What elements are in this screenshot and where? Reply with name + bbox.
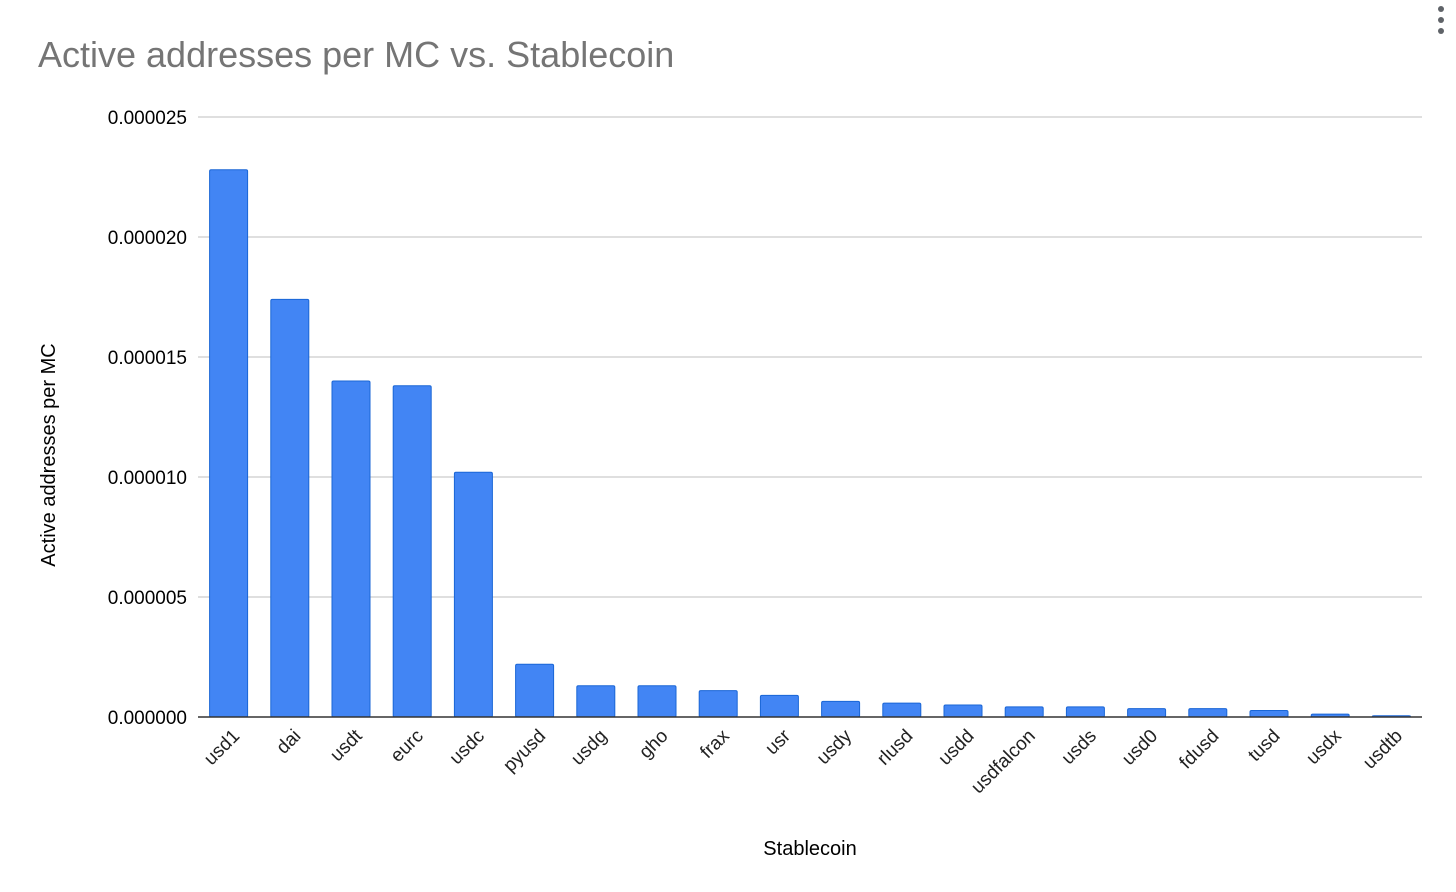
y-tick-label: 0.000015	[108, 348, 187, 369]
x-tick-label: usdx	[1303, 725, 1347, 769]
bar-gho[interactable]	[637, 685, 677, 718]
bar-fdusd[interactable]	[1188, 708, 1228, 718]
x-tick-label: usdg	[567, 726, 611, 770]
bar-usdg[interactable]	[576, 685, 616, 718]
chart-title: Active addresses per MC vs. Stablecoin	[38, 34, 674, 75]
x-axis-title: Stablecoin	[763, 838, 856, 860]
bar-usdc[interactable]	[453, 471, 493, 718]
bar-dai[interactable]	[270, 298, 310, 718]
bar-usdfalcon[interactable]	[1004, 706, 1044, 718]
x-tick-label: usd0	[1118, 726, 1162, 770]
x-tick-label: usdfalcon	[967, 726, 1039, 798]
bar-pyusd[interactable]	[515, 663, 555, 718]
bar-tusd[interactable]	[1249, 710, 1289, 718]
x-tick-label: usr	[761, 725, 795, 759]
more-vert-icon[interactable]	[1428, 2, 1452, 42]
x-tick-label: usdy	[813, 725, 857, 769]
bar-usdy[interactable]	[821, 700, 861, 718]
x-tick-label: usds	[1058, 726, 1101, 769]
gridlines	[198, 116, 1422, 598]
bar-usd1[interactable]	[209, 169, 249, 718]
bar-usdt[interactable]	[331, 380, 371, 718]
bar-usds[interactable]	[1065, 706, 1105, 718]
x-axis-ticks: usd1 dai usdt eurc usdc pyusd usdg gho frax usr us…	[200, 725, 1407, 798]
x-tick-label: usdt	[326, 725, 367, 766]
x-tick-label: dai	[273, 726, 306, 759]
x-tick-label: gho	[635, 726, 672, 763]
y-tick-label: 0.000005	[108, 588, 187, 609]
y-tick-label: 0.000010	[108, 468, 187, 489]
bar-usdd[interactable]	[943, 704, 983, 718]
bar-usr[interactable]	[759, 694, 799, 718]
x-tick-label: rlusd	[873, 726, 917, 770]
bar-rlusd[interactable]	[882, 702, 922, 718]
bar-usd0[interactable]	[1127, 708, 1167, 718]
y-tick-label: 0.000000	[108, 708, 187, 729]
x-tick-label: usdc	[446, 726, 489, 769]
x-tick-label: usdd	[935, 726, 979, 770]
x-tick-label: tusd	[1244, 726, 1284, 766]
bar-frax[interactable]	[698, 690, 738, 718]
bars[interactable]	[209, 169, 1411, 718]
x-tick-label: eurc	[387, 726, 428, 767]
x-tick-label: pyusd	[499, 726, 550, 777]
x-tick-label: frax	[696, 725, 734, 763]
bar-eurc[interactable]	[392, 385, 432, 718]
y-axis-ticks: 0.000000 0.000005 0.000010 0.000015 0.000020…	[108, 108, 187, 729]
x-tick-label: usdtb	[1359, 726, 1407, 774]
x-tick-label: fdusd	[1176, 726, 1224, 774]
y-axis-title: Active addresses per MC	[38, 343, 60, 566]
y-tick-label: 0.000020	[108, 228, 187, 249]
x-tick-label: usd1	[200, 726, 244, 770]
y-tick-label: 0.000025	[108, 108, 187, 129]
